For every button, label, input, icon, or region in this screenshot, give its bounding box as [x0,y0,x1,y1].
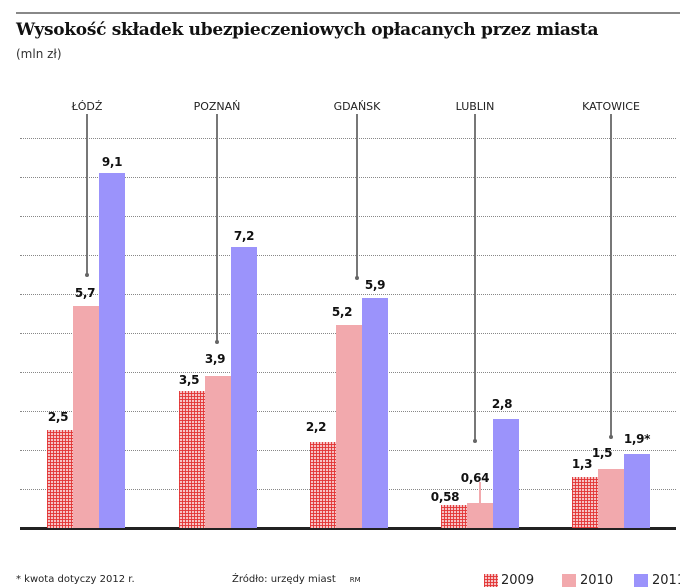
value-label-2009: 2,5 [47,410,69,424]
legend-swatch-2009 [484,574,498,587]
bar-2009 [47,430,73,528]
value-label-2009: 0,58 [430,490,460,504]
bar-2009 [572,477,598,528]
author-initials: RM [349,576,361,584]
value-label-2011: 9,1 [101,155,123,169]
bar-2009 [179,391,205,528]
source-note: Źródło: urzędy miast RM [232,574,361,585]
value-label-2010: 1,5 [591,446,613,460]
value-label-2009: 2,2 [305,420,327,434]
gridline [20,216,676,217]
value-label-2010: 0,64 [460,471,490,485]
bar-2011 [362,298,388,528]
bar-2011 [493,419,519,528]
value-label-2010: 5,7 [74,286,96,300]
city-label: KATOWICE [582,100,640,113]
gridline [20,177,676,178]
value-label-2009: 3,5 [178,373,200,387]
bar-2009 [310,442,336,528]
top-rule [16,12,680,14]
bar-2010 [467,503,493,528]
legend-label-2011: 2011 [652,573,680,588]
city-label: GDAŃSK [333,100,381,113]
x-axis-baseline [20,527,676,530]
legend-label-2010: 2010 [580,573,614,588]
bar-2010 [73,306,99,528]
value-label-2010: 5,2 [331,305,353,319]
value-leader-line [479,482,481,503]
legend-swatch-2011 [634,574,648,587]
leader-line [355,114,359,280]
value-label-2011: 2,8 [491,397,513,411]
bar-2011 [231,247,257,528]
city-label: ŁÓDŹ [71,100,103,113]
value-label-2011: 5,9 [364,278,386,292]
leader-line [473,114,477,443]
chart-subtitle: (mln zł) [16,47,62,61]
leader-line [85,114,89,277]
chart-title: Wysokość składek ubezpieczeniowych opłac… [16,20,599,40]
bar-2011 [624,454,650,528]
bar-2011 [99,173,125,528]
gridline [20,138,676,139]
bar-2010 [598,469,624,528]
leader-line [215,114,219,344]
bar-2009 [441,505,467,528]
footnote: * kwota dotyczy 2012 r. [16,574,135,585]
legend-swatch-2010 [562,574,576,587]
bar-2010 [205,376,231,528]
gridline [20,294,676,295]
value-label-2011: 7,2 [233,229,255,243]
source-text: Źródło: urzędy miast [232,574,336,585]
city-label: POZNAŃ [193,100,241,113]
leader-line [609,114,613,439]
value-label-2010: 3,9 [204,352,226,366]
bar-2010 [336,325,362,528]
value-label-2009: 1,3 [571,457,593,471]
city-label: LUBLIN [455,100,495,113]
value-label-2011: 1,9* [623,432,651,446]
legend-label-2009: 2009 [501,573,535,588]
gridline [20,255,676,256]
